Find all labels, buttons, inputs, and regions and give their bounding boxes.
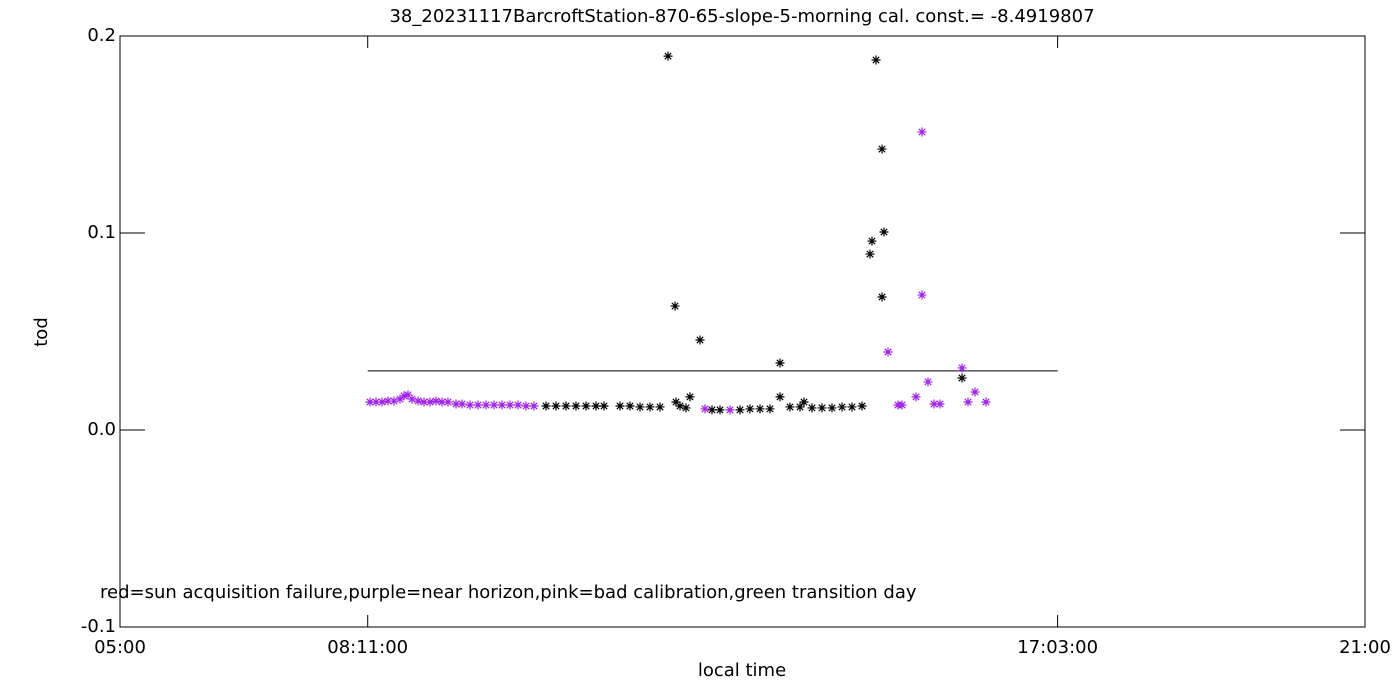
data-point <box>489 400 499 410</box>
data-point <box>817 403 827 413</box>
data-point <box>389 396 399 406</box>
x-tick-label: 08:11:00 <box>327 637 408 658</box>
y-tick-label: 0.1 <box>87 222 116 243</box>
data-point <box>957 363 967 373</box>
data-point <box>795 402 805 412</box>
data-point <box>403 390 413 400</box>
y-tick-label: -0.1 <box>81 616 116 637</box>
data-point <box>765 404 775 414</box>
data-point <box>883 347 893 357</box>
data-point <box>365 397 375 407</box>
x-tick-label: 17:03:00 <box>1017 637 1098 658</box>
data-point <box>917 290 927 300</box>
data-point <box>521 401 531 411</box>
data-point <box>827 403 837 413</box>
data-point <box>481 400 491 410</box>
data-point <box>807 403 817 413</box>
data-point <box>451 399 461 409</box>
data-point <box>399 391 409 401</box>
data-point <box>615 401 625 411</box>
data-point <box>865 249 875 259</box>
data-point <box>371 397 381 407</box>
data-point <box>591 401 601 411</box>
data-point <box>847 402 857 412</box>
data-point <box>437 397 447 407</box>
data-point <box>671 397 681 407</box>
data-point <box>413 396 423 406</box>
data-point <box>715 405 725 415</box>
data-point <box>425 397 435 407</box>
data-point <box>571 401 581 411</box>
data-point <box>635 402 645 412</box>
chart-title: 38_20231117BarcroftStation-870-65-slope-… <box>389 6 1094 27</box>
data-point <box>561 401 571 411</box>
data-point <box>670 301 680 311</box>
y-tick-label: 0.2 <box>87 25 116 46</box>
x-tick-label: 21:00 <box>1339 637 1391 658</box>
data-point <box>877 144 887 154</box>
data-point <box>377 397 387 407</box>
data-point <box>837 402 847 412</box>
data-point <box>645 402 655 412</box>
data-point <box>879 227 889 237</box>
data-point <box>725 405 735 415</box>
data-point <box>970 387 980 397</box>
data-point <box>443 397 453 407</box>
data-point <box>935 399 945 409</box>
data-point <box>897 400 907 410</box>
data-point <box>407 394 417 404</box>
data-point <box>419 397 429 407</box>
x-axis-label: local time <box>698 660 786 681</box>
data-point <box>857 401 867 411</box>
data-point <box>963 397 973 407</box>
data-point <box>497 400 507 410</box>
data-point <box>877 292 887 302</box>
y-tick-label: 0.0 <box>87 419 116 440</box>
data-point <box>675 401 685 411</box>
data-point <box>755 404 765 414</box>
data-point <box>431 396 441 406</box>
data-point <box>465 400 475 410</box>
data-point <box>663 51 673 61</box>
data-point <box>541 401 551 411</box>
data-point <box>625 401 635 411</box>
data-point <box>871 55 881 65</box>
x-tick-label: 05:00 <box>94 637 146 658</box>
data-point <box>785 402 795 412</box>
data-point <box>505 400 515 410</box>
data-point <box>735 405 745 415</box>
data-point <box>457 399 467 409</box>
annotation: red=sun acquisition failure,purple=near … <box>100 582 917 603</box>
data-point <box>707 405 717 415</box>
data-point <box>655 402 665 412</box>
data-point <box>513 400 523 410</box>
data-point <box>581 401 591 411</box>
plot-frame <box>119 35 1366 628</box>
data-point <box>551 401 561 411</box>
data-point <box>775 358 785 368</box>
data-point <box>929 399 939 409</box>
data-point <box>383 396 393 406</box>
data-point <box>745 404 755 414</box>
data-point <box>775 392 785 402</box>
data-point <box>681 403 691 413</box>
data-point <box>957 373 967 383</box>
data-point <box>529 401 539 411</box>
data-point <box>685 392 695 402</box>
data-point <box>473 400 483 410</box>
data-point <box>395 394 405 404</box>
data-point <box>923 377 933 387</box>
data-point <box>599 401 609 411</box>
data-point <box>695 335 705 345</box>
y-axis-label: tod <box>31 317 52 347</box>
data-point <box>867 236 877 246</box>
data-point <box>911 392 921 402</box>
data-point <box>981 397 991 407</box>
data-point <box>700 404 710 414</box>
data-point <box>917 127 927 137</box>
data-point <box>799 397 809 407</box>
